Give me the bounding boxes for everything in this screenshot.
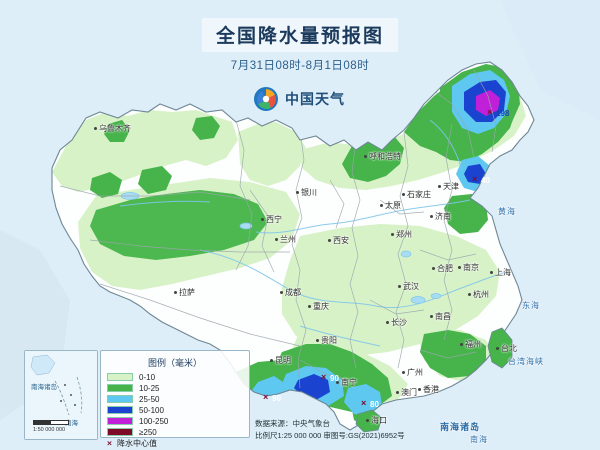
- rain-center-value: 40: [481, 176, 490, 185]
- rain-center-x-icon: ×: [107, 438, 112, 448]
- legend-swatch: [107, 384, 133, 392]
- rain-center-value: 198: [496, 109, 510, 118]
- legend-item-label: 25-50: [139, 394, 160, 404]
- city-dot: [261, 218, 264, 221]
- city-dot: [316, 339, 319, 342]
- legend-item: 10-25: [107, 383, 243, 393]
- city-dot: [366, 419, 369, 422]
- forecast-period: 7月31日08时-8月1日08时: [230, 60, 370, 72]
- legend-swatch: [107, 395, 133, 403]
- rain-center-value: 90: [330, 374, 339, 383]
- legend-item: 100-250: [107, 416, 243, 426]
- legend-center-label: 降水中心值: [116, 438, 157, 448]
- city-dot: [275, 238, 278, 241]
- rain-center-x-icon: ×: [487, 107, 493, 117]
- legend-center-row: × 降水中心值: [107, 438, 243, 448]
- legend-item-label: 0-10: [139, 372, 156, 382]
- city-dot: [336, 381, 339, 384]
- city-dot: [174, 291, 177, 294]
- south-sea-inset: 南海诸岛 南海 1:50 000 000: [24, 350, 98, 440]
- legend-item: 25-50: [107, 394, 243, 404]
- city-dot: [328, 239, 331, 242]
- city-dot: [308, 305, 311, 308]
- city-dot: [402, 371, 405, 374]
- city-dot: [460, 343, 463, 346]
- legend-item-label: 10-25: [139, 383, 160, 393]
- legend-swatch: [107, 373, 133, 381]
- city-dot: [296, 191, 299, 194]
- rain-center-x-icon: ×: [472, 174, 478, 184]
- legend-rows: 0-10 10-25 25-50 50-100 100-250 ≥250: [107, 372, 243, 437]
- legend-item-label: 100-250: [139, 416, 169, 426]
- rain-center-value: 80: [370, 400, 379, 409]
- map-title-block: 全国降水量预报图 7月31日08时-8月1日08时: [0, 18, 600, 73]
- city-dot: [430, 315, 433, 318]
- legend-title: 图例（毫米）: [147, 358, 202, 368]
- inset-map-graphic: [25, 351, 97, 439]
- brand-name: 中国天气: [285, 91, 345, 107]
- legend-swatch: [107, 417, 133, 425]
- inset-scale-text: 1:50 000 000: [33, 427, 66, 433]
- city-dot: [430, 215, 433, 218]
- rain-center-value: 90: [272, 394, 281, 403]
- city-dot: [432, 267, 435, 270]
- city-dot: [402, 193, 405, 196]
- page-title: 全国降水量预报图: [201, 18, 398, 52]
- legend-item: 50-100: [107, 405, 243, 415]
- city-dot: [391, 233, 394, 236]
- city-dot: [386, 321, 389, 324]
- city-dot: [398, 285, 401, 288]
- city-dot: [270, 359, 273, 362]
- inset-label-nanhai: 南海: [65, 420, 78, 427]
- city-dot: [458, 266, 461, 269]
- city-dot: [396, 391, 399, 394]
- city-dot: [468, 293, 471, 296]
- legend-swatch: [107, 406, 133, 414]
- city-dot: [496, 347, 499, 350]
- city-dot: [438, 185, 441, 188]
- legend-item-label: ≥250: [139, 427, 157, 437]
- weather-swirl-icon: [253, 86, 279, 112]
- legend-item: 0-10: [107, 372, 243, 382]
- city-dot: [418, 388, 421, 391]
- rain-center-x-icon: ×: [263, 392, 269, 402]
- legend-item-label: 50-100: [139, 405, 164, 415]
- city-dot: [490, 271, 493, 274]
- rain-center-x-icon: ×: [321, 372, 327, 382]
- legend-panel: 图例（毫米） 0-10 10-25 25-50 50-100 100-250 ≥250 ×…: [100, 350, 250, 448]
- inset-label-nanhai-islands: 南海诸岛: [31, 384, 57, 391]
- data-source-text: 数据来源：中央气象台: [255, 419, 330, 428]
- city-dot: [280, 291, 283, 294]
- city-dot: [380, 204, 383, 207]
- brand-logo: 中国天气: [253, 86, 345, 112]
- city-dot: [364, 155, 367, 158]
- city-dot: [94, 127, 97, 130]
- inset-scale-bar: [33, 420, 69, 425]
- legend-swatch: [107, 428, 133, 436]
- rain-center-x-icon: ×: [361, 398, 367, 408]
- legend-item: ≥250: [107, 427, 243, 437]
- map-scale-text: 比例尺1:25 000 000 审图号:GS(2021)6952号: [255, 431, 405, 440]
